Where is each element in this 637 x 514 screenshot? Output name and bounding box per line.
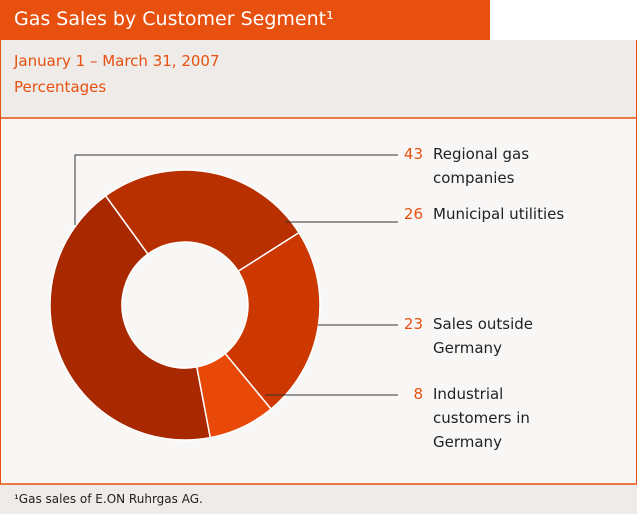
title-bar [0, 0, 490, 40]
legend-label: Industrial customers in Germany [433, 385, 530, 451]
subtitle: January 1 – March 31, 2007 [14, 52, 220, 70]
chart-title: Gas Sales by Customer Segment¹ [14, 8, 334, 30]
footer-bg [0, 484, 637, 514]
value-label: 26 [403, 205, 423, 223]
donut-slice [104, 169, 301, 273]
legend-label: Municipal utilities [433, 205, 565, 223]
unit-label: Percentages [14, 78, 107, 96]
value-label: 23 [403, 315, 423, 333]
legend-label: Sales outside Germany [433, 315, 533, 357]
title-gap [490, 0, 637, 40]
legend-label: Regional gas companies [433, 145, 530, 187]
value-label: 8 [413, 385, 423, 403]
leader-line [74, 154, 398, 225]
footnote: ¹Gas sales of E.ON Ruhrgas AG. [14, 492, 203, 506]
donut-slice [224, 231, 321, 411]
value-label: 43 [403, 145, 423, 163]
donut-slice [195, 352, 273, 439]
donut-slice [49, 194, 212, 441]
